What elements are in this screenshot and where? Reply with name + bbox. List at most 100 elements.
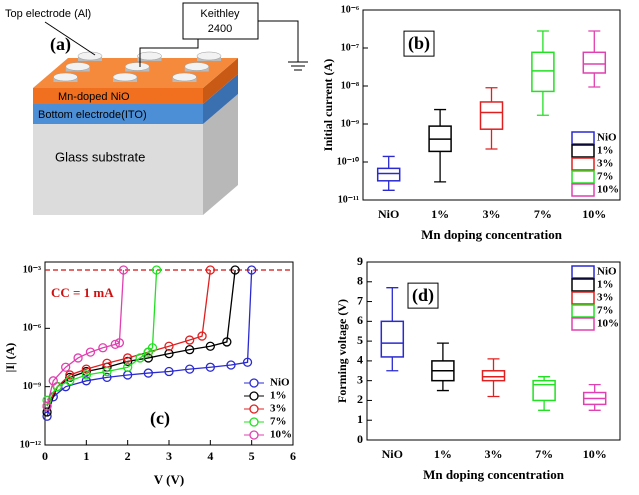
data-point [81,376,91,386]
glass-front [33,124,203,215]
device-diagram: Top electrode (Al) Keithley 2400 (a) Mn-… [5,2,308,215]
electrode-top [172,72,197,82]
legend-label: 10% [597,318,619,330]
panel-label: (d) [412,285,434,306]
data-point [205,265,215,275]
whisker [538,400,551,411]
data-point [98,343,108,353]
x-tick-label: 3% [483,207,501,221]
data-point [81,364,91,374]
x-tick-label: 1% [434,447,452,461]
x-tick-label: 4 [207,449,213,463]
whisker [487,358,500,371]
legend-label: 1% [597,279,614,291]
layer-label: Glass substrate [55,149,145,164]
data-point [61,362,71,372]
legend-label: 10% [597,184,619,196]
x-tick-label: 1% [431,207,449,221]
panel-label: (c) [150,408,170,429]
data-point [205,362,215,372]
y-tick-label: 7 [357,293,363,307]
x-tick-label: 7% [534,207,552,221]
box [479,101,504,130]
data-point [185,345,195,355]
y-tick-label: 10⁻¹² [20,439,41,450]
data-point [48,376,58,386]
nio-front [33,88,203,104]
x-tick-label: 1 [83,449,89,463]
whisker [536,91,549,116]
ito-side [203,74,238,124]
data-point [118,265,129,275]
data-point [247,265,257,275]
layer-label: Mn-doped NiO [58,91,130,103]
whisker [588,383,601,393]
box [376,167,401,182]
x-tick-label: 5 [249,449,255,463]
electrode-top [77,51,103,61]
whisker [588,30,601,53]
wire [139,39,199,67]
annotation: CC = 1 mA [51,285,114,300]
y-tick-label: 10⁻⁷ [341,42,359,53]
legend-label: 1% [270,390,287,402]
series-line [46,269,158,401]
data-point [123,362,133,372]
whisker [487,380,500,398]
whisker [588,72,601,88]
data-point [185,364,195,374]
legend-label: 7% [597,171,614,183]
legend-swatch [571,265,595,279]
data-point [230,265,240,275]
legend-swatch [571,144,595,158]
data-point [123,353,133,363]
legend-swatch [249,417,259,427]
data-point [65,370,75,380]
y-tick-label: 5 [357,333,363,347]
data-point [102,366,112,377]
electrode-top [196,51,222,61]
data-point [102,372,112,383]
x-tick-label: NiO [382,447,403,461]
legend-swatch [571,317,595,331]
electrode-top [53,72,78,82]
y-tick-label: 4 [357,353,363,367]
legend-label: NiO [597,132,617,144]
y-tick-label: 10⁻¹¹ [338,194,359,205]
legend-swatch [571,170,595,184]
x-tick-label: 0 [42,449,48,463]
y-tick-label: 10⁻⁶ [341,4,359,15]
y-tick-label: 6 [357,313,363,327]
whisker [382,180,395,191]
data-point [205,341,215,351]
ito-front [33,104,203,124]
x-tick-label: 2 [125,449,131,463]
instrument-label: 2400 [208,23,232,35]
whisker [436,380,449,392]
data-point [147,343,158,353]
panel-label: (b) [408,33,430,54]
legend-swatch [249,430,259,440]
y-tick-label: 10⁻⁸ [341,80,359,91]
whisker [588,404,601,411]
data-point [164,366,174,377]
electrode-top [125,62,150,71]
x-tick-label: NiO [378,207,399,221]
series-line [46,269,125,407]
y-axis-title: Initial current (A) [321,59,335,151]
box [481,370,506,382]
legend-swatch [249,391,259,401]
data-point [226,360,236,370]
legend-swatch [571,278,595,292]
legend-swatch [249,378,259,388]
data-point [114,338,125,348]
y-tick-label: 9 [357,254,363,268]
y-tick-label: 3 [357,372,363,386]
layer-label: Bottom electrode(ITO) [38,109,147,121]
plot-frame [362,9,621,201]
electrode-top [184,62,209,71]
y-tick-label: 10⁻³ [23,264,41,275]
legend-label: 3% [597,158,614,170]
data-point [110,339,120,350]
legend-label: 7% [270,416,287,428]
